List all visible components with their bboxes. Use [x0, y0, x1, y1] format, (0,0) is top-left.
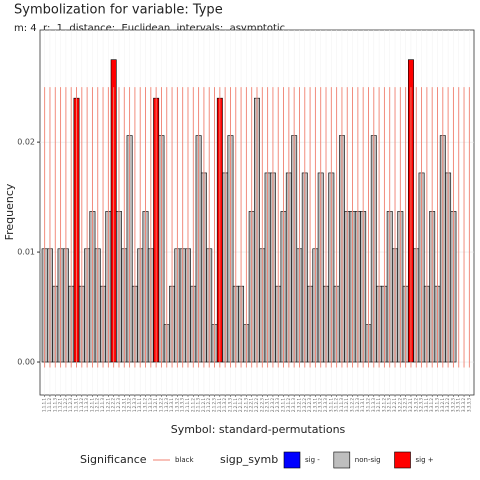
chart-title: Symbolization for variable: Type [14, 3, 223, 18]
x-tick-label: 1.3.1.2 [143, 398, 148, 412]
x-tick-label: 1.2.1.1 [89, 398, 94, 412]
x-tick-label: 3.2.1.1 [376, 398, 381, 412]
x-tick-label: 3.2.1.3 [387, 398, 392, 412]
x-tick-label: 1.3.2.2 [158, 398, 163, 412]
legend-label: black [175, 456, 195, 464]
x-tick-label: 1.3.3.2 [174, 398, 179, 412]
x-tick-label: 3.2.3.1 [408, 398, 413, 412]
x-tick-label: 1.1.1.3 [52, 398, 57, 412]
y-tick-label: 0.00 [17, 358, 35, 367]
x-tick-label: 1.3.1.3 [148, 398, 153, 412]
x-tick-label: 3.3.3.3 [466, 398, 471, 412]
x-tick-label: 2.3.3.2 [318, 398, 323, 412]
x-tick-label: 3.2.3.2 [413, 398, 418, 412]
x-tick-label: 1.2.3.3 [132, 398, 137, 412]
legend-title: Significance [80, 453, 147, 466]
x-tick-label: 2.1.1.2 [190, 398, 195, 412]
x-axis-label: Symbol: standard-permutations [171, 423, 346, 436]
x-tick-label: 1.1.3.3 [84, 398, 89, 412]
x-tick-label: 3.2.2.1 [392, 398, 397, 412]
x-tick-label: 3.1.1.3 [339, 398, 344, 412]
x-tick-label: 3.3.2.2 [445, 398, 450, 412]
x-tick-label: 3.2.1.2 [381, 398, 386, 412]
x-tick-label: 3.3.3.2 [461, 398, 466, 412]
x-tick-label: 3.3.2.1 [440, 398, 445, 412]
x-tick-label: 2.1.2.3 [212, 398, 217, 412]
x-tick-label: 3.1.2.2 [350, 398, 355, 412]
x-tick-label: 2.2.2.3 [259, 398, 264, 412]
x-tick-label: 2.1.2.1 [201, 398, 206, 412]
x-tick-label: 2.2.3.3 [275, 398, 280, 412]
x-tick-label: 1.2.2.3 [116, 398, 121, 412]
x-tick-label: 3.1.3.1 [360, 398, 365, 412]
y-axis-label: Frequency [3, 183, 16, 240]
x-tick-label: 2.1.3.2 [222, 398, 227, 412]
x-tick-label: 2.3.1.2 [286, 398, 291, 412]
x-tick-label: 2.3.3.1 [312, 398, 317, 412]
x-tick-label: 1.2.2.2 [111, 398, 116, 412]
legend-swatch [333, 451, 351, 469]
x-tick-label: 3.3.1.3 [434, 398, 439, 412]
legend-label: non-sig [355, 456, 381, 464]
x-tick-label: 1.2.1.3 [100, 398, 105, 412]
x-tick-label: 1.3.3.1 [169, 398, 174, 412]
x-tick-label: 2.2.1.2 [238, 398, 243, 412]
x-tick-label: 2.3.1.1 [281, 398, 286, 412]
x-tick-label: 2.1.2.2 [206, 398, 211, 412]
x-tick-label: 2.1.1.1 [185, 398, 190, 412]
x-tick-label: 1.3.3.3 [180, 398, 185, 412]
x-tick-label: 1.2.1.2 [95, 398, 100, 412]
x-tick-label: 1.3.1.1 [137, 398, 142, 412]
legend-swatch [394, 451, 411, 469]
x-tick-label: 1.2.3.2 [127, 398, 132, 412]
x-tick-label: 1.1.3.1 [74, 398, 79, 412]
x-tick-label: 3.3.3.1 [456, 398, 461, 412]
legend-label: sig - [305, 456, 320, 464]
x-tick-label: 1.1.1.1 [42, 398, 47, 412]
x-tick-label: 1.2.3.1 [121, 398, 126, 412]
x-tick-label: 2.3.2.2 [302, 398, 307, 412]
x-tick-label: 2.3.3.3 [323, 398, 328, 412]
x-tick-label: 2.1.3.1 [217, 398, 222, 412]
x-tick-label: 3.1.2.3 [355, 398, 360, 412]
x-tick-label: 3.2.3.3 [419, 398, 424, 412]
legend-swatch [283, 451, 301, 469]
x-tick-label: 1.3.2.3 [164, 398, 169, 412]
x-tick-label: 2.2.2.1 [249, 398, 254, 412]
x-tick-label: 2.3.2.3 [307, 398, 312, 412]
x-tick-label: 2.3.1.3 [291, 398, 296, 412]
x-tick-label: 2.3.2.1 [296, 398, 301, 412]
x-tick-label: 3.2.2.3 [403, 398, 408, 412]
x-tick-label: 3.3.1.1 [424, 398, 429, 412]
x-tick-label: 1.1.2.3 [68, 398, 73, 412]
x-tick-label: 1.1.1.2 [47, 398, 52, 412]
x-tick-label: 3.3.2.3 [450, 398, 455, 412]
chart-subtitle: m: 4 r: 1 distance: Euclidean intervals:… [14, 23, 285, 34]
x-tick-label: 1.1.2.2 [63, 398, 68, 412]
y-tick-label: 0.01 [17, 248, 35, 257]
x-tick-label: 2.2.3.1 [265, 398, 270, 412]
x-tick-label: 2.1.3.3 [227, 398, 232, 412]
x-tick-label: 2.2.2.2 [254, 398, 259, 412]
legend-title: sigp_symb [220, 453, 278, 466]
x-tick-label: 3.2.2.2 [397, 398, 402, 412]
x-tick-label: 1.2.2.1 [105, 398, 110, 412]
x-tick-label: 3.1.1.1 [328, 398, 333, 412]
x-tick-label: 3.1.2.1 [344, 398, 349, 412]
x-tick-label: 1.1.2.1 [58, 398, 63, 412]
x-tick-label: 3.1.1.2 [334, 398, 339, 412]
x-tick-label: 3.1.3.2 [365, 398, 370, 412]
legend-label: sig + [416, 456, 434, 464]
x-tick-label: 2.1.1.3 [196, 398, 201, 412]
x-tick-label: 2.2.3.2 [270, 398, 275, 412]
x-tick-label: 2.2.1.3 [243, 398, 248, 412]
y-tick-label: 0.02 [17, 138, 35, 147]
x-tick-label: 1.1.3.2 [79, 398, 84, 412]
x-tick-label: 3.3.1.2 [429, 398, 434, 412]
x-tick-label: 1.3.2.1 [153, 398, 158, 412]
x-tick-label: 2.2.1.1 [233, 398, 238, 412]
x-tick-label: 3.1.3.3 [371, 398, 376, 412]
